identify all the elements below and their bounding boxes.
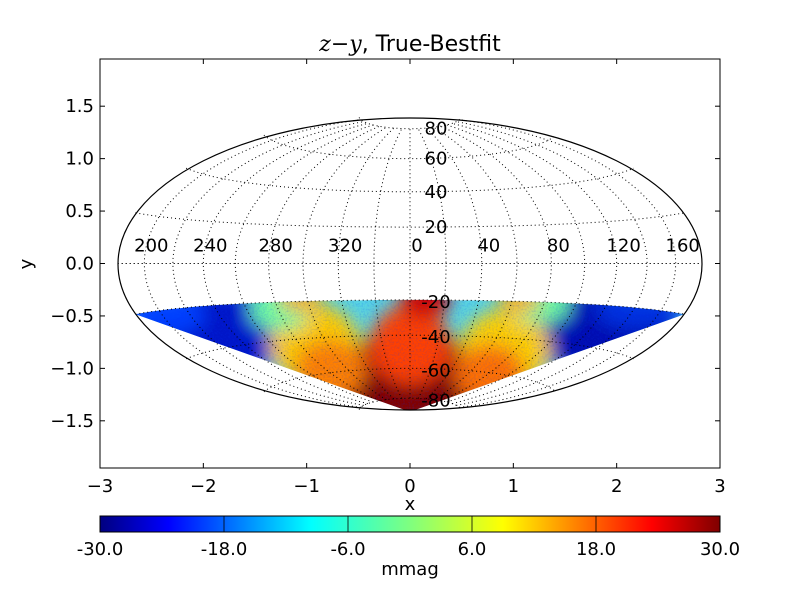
title-math: z−y <box>318 32 362 57</box>
y-tick-label: 1.0 <box>65 149 94 170</box>
colorbar-tick-label: -18.0 <box>201 539 248 560</box>
y-tick-label: 0.5 <box>65 201 94 222</box>
colorbar-tick-label: 18.0 <box>576 539 616 560</box>
meridian-label: 0 <box>411 236 422 257</box>
meridian-label: 280 <box>258 236 292 257</box>
x-tick-label: 2 <box>611 476 622 497</box>
y-tick-label: −0.5 <box>50 306 94 327</box>
meridian-line <box>172 121 364 406</box>
meridian-line <box>446 124 586 403</box>
colorbar <box>99 515 721 533</box>
parallel-labels: 80 60 40 20 -20 -40 -60 -80 <box>421 119 450 412</box>
y-axis-label: y <box>16 258 37 269</box>
parallel-line <box>185 167 635 193</box>
parallel-line <box>185 334 635 360</box>
x-tick-label: 0 <box>404 476 415 497</box>
meridian-line <box>143 119 361 408</box>
meridian-label: 40 <box>477 236 500 257</box>
colorbar-tick-label: -6.0 <box>330 539 365 560</box>
meridian-label: 160 <box>666 236 700 257</box>
parallel-line <box>358 117 462 130</box>
y-tick-label: 1.5 <box>65 96 94 117</box>
x-tick-label: −2 <box>190 476 217 497</box>
meridian-label: 120 <box>606 236 640 257</box>
meridian-labels: 200 240 280 320 0 40 80 120 160 <box>134 236 700 257</box>
parallel-label: 80 <box>425 119 448 140</box>
colorbar-tick-label: 30.0 <box>700 539 740 560</box>
x-tick-label: 3 <box>714 476 725 497</box>
meridian-line <box>302 126 387 401</box>
x-tick-label: −1 <box>293 476 320 497</box>
meridian-label: 80 <box>547 236 570 257</box>
colorbar-tick-label: -30.0 <box>77 539 124 560</box>
y-tick-label: −1.5 <box>50 411 94 432</box>
meridian-line <box>459 119 677 408</box>
meridian-label: 240 <box>193 236 227 257</box>
meridian-label: 320 <box>328 236 362 257</box>
colorbar-ticks: -30.0 -18.0 -6.0 6.0 18.0 30.0 <box>77 516 740 560</box>
parallel-label: 20 <box>425 217 448 238</box>
meridian-line <box>433 126 518 401</box>
y-axis: 1.5 1.0 0.5 0.0 −0.5 −1.0 −1.5 <box>50 96 720 432</box>
colorbar-tick-label: 6.0 <box>458 539 487 560</box>
x-tick-label: −3 <box>87 476 114 497</box>
x-axis-label: x <box>405 494 416 515</box>
parallel-label: 40 <box>425 182 448 203</box>
x-tick-label: 1 <box>508 476 519 497</box>
parallel-label: -80 <box>421 390 450 411</box>
map-boundary <box>117 117 703 411</box>
meridian-line <box>234 124 374 403</box>
meridian-label: 200 <box>134 236 168 257</box>
y-tick-label: −1.0 <box>50 358 94 379</box>
parallel-label: -20 <box>421 292 450 313</box>
y-tick-label: 0.0 <box>65 254 94 275</box>
parallel-line <box>358 397 462 410</box>
title-rest: , True-Bestfit <box>362 32 501 57</box>
graticule <box>117 117 703 410</box>
meridian-line <box>456 121 648 406</box>
chart-title: z−y, True-Bestfit <box>318 32 501 57</box>
parallel-label: -40 <box>421 327 450 348</box>
x-axis: −3 −2 −1 0 1 2 3 <box>87 59 726 497</box>
heatmap-speckle <box>135 299 685 410</box>
parallel-label: 60 <box>425 149 448 170</box>
colorbar-label: mmag <box>381 559 439 580</box>
parallel-label: -60 <box>421 360 450 381</box>
